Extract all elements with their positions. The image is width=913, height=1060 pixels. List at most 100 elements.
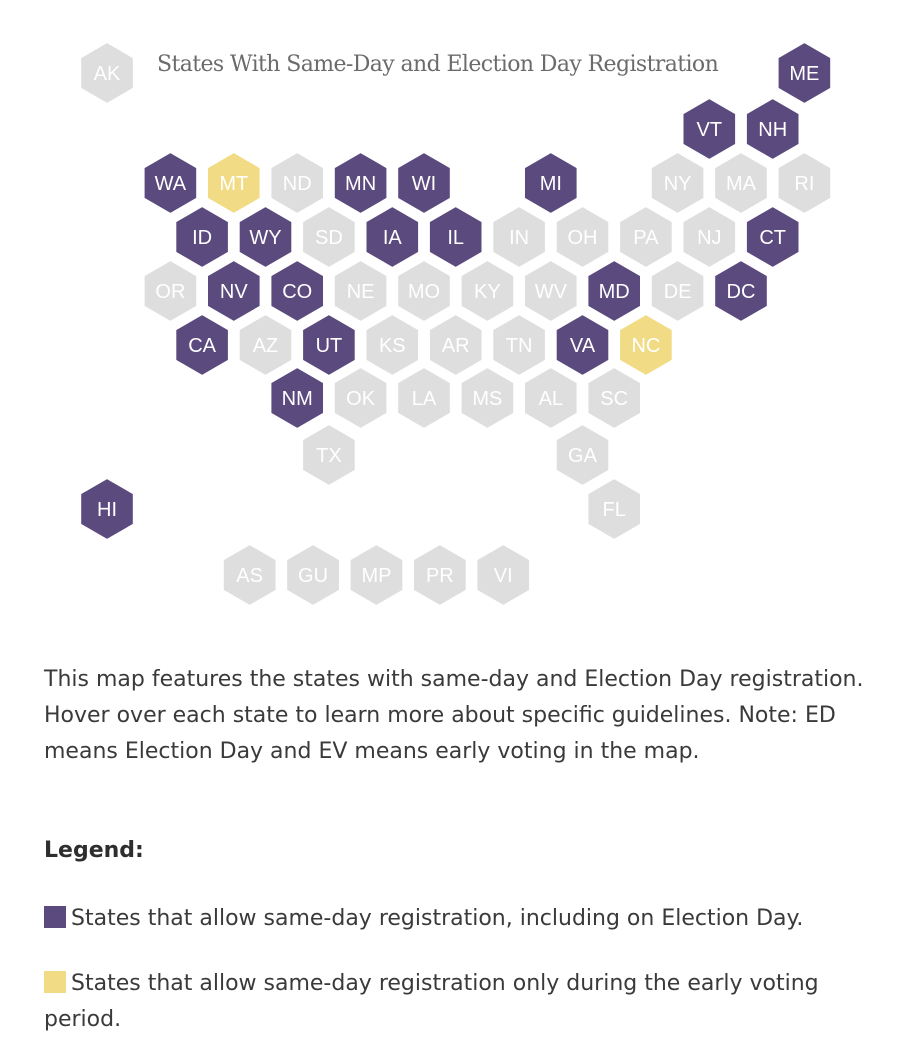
state-hex-ca[interactable]: CA (174, 312, 230, 378)
state-hex-shape (221, 542, 278, 608)
state-hex-nc[interactable]: NC (618, 312, 674, 378)
state-hex-shape (396, 258, 452, 324)
state-hex-hi[interactable]: HI (79, 476, 135, 542)
state-hex-ar[interactable]: AR (427, 312, 484, 378)
state-hex-ms[interactable]: MS (459, 365, 516, 431)
state-hex-nv[interactable]: NV (206, 258, 262, 324)
state-label: WA (155, 173, 187, 195)
state-hex-ma[interactable]: MA (713, 150, 769, 216)
state-hex-shape (744, 96, 801, 162)
state-hex-shape (491, 312, 547, 378)
state-hex-md[interactable]: MD (586, 258, 642, 324)
state-hex-ia[interactable]: IA (364, 204, 421, 270)
state-hex-mi[interactable]: MI (523, 150, 579, 216)
state-hex-nj[interactable]: NJ (681, 204, 738, 270)
state-hex-shape (649, 150, 706, 216)
state-hex-ne[interactable]: NE (332, 258, 389, 324)
legend-label: States that allow same-day registration … (44, 971, 819, 1032)
state-hex-shape (618, 204, 674, 270)
state-label: ND (283, 173, 312, 195)
state-hex-shape (459, 258, 516, 324)
state-label: SC (600, 388, 628, 410)
state-hex-nd[interactable]: ND (269, 150, 325, 216)
state-hex-az[interactable]: AZ (237, 312, 294, 378)
state-label: SD (315, 227, 343, 249)
state-hex-pr[interactable]: PR (412, 542, 468, 608)
state-hex-shape (237, 204, 294, 270)
state-hex-ks[interactable]: KS (364, 312, 421, 378)
state-hex-ga[interactable]: GA (554, 422, 611, 488)
state-hex-shape (491, 204, 547, 270)
state-hex-ri[interactable]: RI (776, 150, 833, 216)
map-title: States With Same-Day and Election Day Re… (157, 52, 719, 77)
state-label: MD (599, 281, 630, 303)
legend-title: Legend: (44, 838, 144, 863)
state-hex-mo[interactable]: MO (396, 258, 452, 324)
state-label: CO (282, 281, 312, 303)
state-hex-wi[interactable]: WI (396, 150, 452, 216)
state-label: NV (220, 281, 248, 303)
state-label: ME (789, 63, 819, 85)
state-hex-vi[interactable]: VI (475, 542, 532, 608)
state-hex-sd[interactable]: SD (301, 204, 357, 270)
state-hex-shape (396, 365, 452, 431)
state-hex-wv[interactable]: WV (523, 258, 579, 324)
state-hex-mp[interactable]: MP (348, 542, 405, 608)
state-hex-oh[interactable]: OH (554, 204, 611, 270)
state-hex-id[interactable]: ID (174, 204, 230, 270)
state-hex-shape (237, 312, 294, 378)
state-hex-co[interactable]: CO (269, 258, 325, 324)
hex-tile-map: AK ME VT NH WA MT ND MN WI MI NY MA RI ID WY SD IA IL IN OH… (79, 40, 833, 608)
state-label: ID (192, 227, 212, 249)
state-hex-shape (332, 258, 389, 324)
state-label: NE (347, 281, 375, 303)
state-label: WY (249, 227, 281, 249)
state-label: VI (494, 565, 513, 587)
state-hex-vt[interactable]: VT (681, 96, 738, 162)
state-hex-tn[interactable]: TN (491, 312, 547, 378)
state-hex-nm[interactable]: NM (269, 365, 325, 431)
state-hex-shape (79, 40, 135, 106)
state-hex-wy[interactable]: WY (237, 204, 294, 270)
state-hex-gu[interactable]: GU (285, 542, 341, 608)
state-hex-or[interactable]: OR (142, 258, 199, 324)
state-hex-as[interactable]: AS (221, 542, 278, 608)
state-hex-dc[interactable]: DC (713, 258, 769, 324)
state-label: CT (759, 227, 786, 249)
state-hex-shape (681, 204, 738, 270)
state-hex-me[interactable]: ME (776, 40, 833, 106)
state-label: AR (442, 335, 470, 357)
state-hex-shape (586, 365, 642, 431)
state-label: GA (568, 445, 598, 467)
state-hex-la[interactable]: LA (396, 365, 452, 431)
state-hex-al[interactable]: AL (523, 365, 579, 431)
state-hex-in[interactable]: IN (491, 204, 547, 270)
state-hex-nh[interactable]: NH (744, 96, 801, 162)
state-hex-shape (776, 40, 833, 106)
legend-item-early-voting-only: States that allow same-day registration … (44, 966, 874, 1038)
state-hex-ny[interactable]: NY (649, 150, 706, 216)
state-hex-pa[interactable]: PA (618, 204, 674, 270)
state-hex-mn[interactable]: MN (332, 150, 389, 216)
map-description: This map features the states with same-d… (44, 667, 864, 764)
state-label: WV (535, 281, 568, 303)
state-hex-mt[interactable]: MT (206, 150, 262, 216)
state-hex-shape (174, 312, 230, 378)
state-hex-ct[interactable]: CT (744, 204, 801, 270)
state-hex-tx[interactable]: TX (301, 422, 357, 488)
state-hex-de[interactable]: DE (649, 258, 706, 324)
state-hex-wa[interactable]: WA (142, 150, 199, 216)
state-hex-ut[interactable]: UT (301, 312, 357, 378)
state-hex-sc[interactable]: SC (586, 365, 642, 431)
state-hex-shape (206, 150, 262, 216)
state-hex-ak[interactable]: AK (79, 40, 135, 106)
state-label: NY (664, 173, 692, 195)
state-hex-shape (427, 312, 484, 378)
state-hex-ok[interactable]: OK (332, 365, 389, 431)
state-hex-va[interactable]: VA (554, 312, 611, 378)
state-label: DE (664, 281, 692, 303)
state-hex-fl[interactable]: FL (586, 476, 642, 542)
state-hex-ky[interactable]: KY (459, 258, 516, 324)
state-hex-il[interactable]: IL (427, 204, 484, 270)
state-hex-shape (459, 365, 516, 431)
